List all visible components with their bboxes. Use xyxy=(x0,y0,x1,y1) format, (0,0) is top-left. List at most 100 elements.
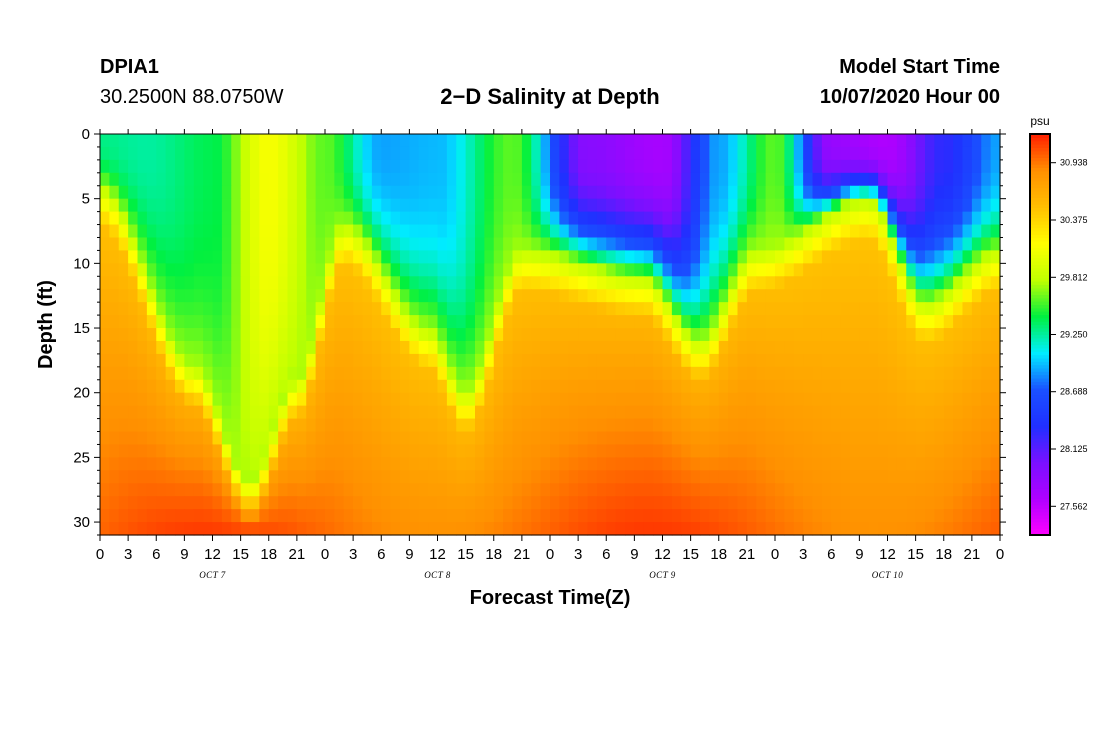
heatmap-cell xyxy=(643,237,654,252)
heatmap-cell xyxy=(456,509,467,523)
heatmap-cell xyxy=(962,405,973,420)
heatmap-cell xyxy=(625,211,635,226)
heatmap-cell xyxy=(550,431,560,446)
heatmap-cell xyxy=(812,198,823,213)
heatmap-cell xyxy=(240,198,251,213)
colorbar-segment xyxy=(1030,431,1050,436)
heatmap-cell xyxy=(109,250,120,264)
heatmap-cell xyxy=(221,418,232,433)
heatmap-cell xyxy=(268,496,279,510)
heatmap-cell xyxy=(915,328,926,342)
heatmap-cell xyxy=(962,418,973,433)
heatmap-cell xyxy=(662,159,673,174)
heatmap-cell xyxy=(718,211,729,226)
heatmap-cell xyxy=(100,366,110,381)
heatmap-cell xyxy=(896,250,907,264)
heatmap-cell xyxy=(662,353,673,368)
heatmap-cell xyxy=(484,457,495,471)
heatmap-cell xyxy=(128,237,139,252)
heatmap-cell xyxy=(653,405,664,420)
heatmap-cell xyxy=(803,315,814,329)
heatmap-cell xyxy=(578,315,589,329)
heatmap-cell xyxy=(896,159,907,174)
heatmap-cell xyxy=(268,250,279,264)
heatmap-cell xyxy=(540,483,551,497)
heatmap-cell xyxy=(146,328,157,342)
heatmap-cell xyxy=(700,146,710,161)
heatmap-cell xyxy=(540,237,551,252)
heatmap-cell xyxy=(371,509,382,523)
heatmap-cell xyxy=(868,315,879,329)
heatmap-cell xyxy=(775,159,785,174)
heatmap-cell xyxy=(231,444,242,458)
heatmap-cell xyxy=(868,276,879,290)
heatmap-cell xyxy=(653,146,664,161)
heatmap-cell xyxy=(184,276,195,290)
heatmap-cell xyxy=(634,224,645,239)
heatmap-cell xyxy=(156,172,167,187)
heatmap-cell xyxy=(521,289,532,303)
heatmap-cell xyxy=(428,366,439,381)
heatmap-cell xyxy=(306,496,317,510)
colorbar-segment xyxy=(1030,301,1050,306)
heatmap-cell xyxy=(231,418,242,433)
heatmap-cell xyxy=(118,392,129,407)
heatmap-cell xyxy=(943,379,954,394)
heatmap-cell xyxy=(793,340,804,355)
heatmap-cell xyxy=(606,146,617,161)
heatmap-cell xyxy=(803,496,814,510)
heatmap-cell xyxy=(840,340,851,355)
heatmap-cell xyxy=(475,444,485,458)
heatmap-cell xyxy=(512,198,523,213)
heatmap-cell xyxy=(746,366,757,381)
heatmap-cell xyxy=(953,302,964,316)
heatmap-cell xyxy=(550,159,560,174)
heatmap-cell xyxy=(634,185,645,200)
heatmap-cell xyxy=(231,134,242,148)
heatmap-cell xyxy=(606,302,617,316)
heatmap-cell xyxy=(550,198,560,213)
heatmap-cell xyxy=(925,392,935,407)
heatmap-cell xyxy=(662,250,673,264)
heatmap-cell xyxy=(737,379,748,394)
heatmap-cell xyxy=(156,289,167,303)
heatmap-cell xyxy=(343,328,354,342)
heatmap-cell xyxy=(868,250,879,264)
heatmap-cell xyxy=(981,470,992,484)
heatmap-cell xyxy=(550,379,560,394)
heatmap-cell xyxy=(278,353,289,368)
heatmap-cell xyxy=(409,134,420,148)
colorbar-segment xyxy=(1030,204,1050,209)
heatmap-cell xyxy=(146,302,157,316)
y-tick-label: 15 xyxy=(73,320,90,337)
heatmap-cell xyxy=(653,392,664,407)
heatmap-cell xyxy=(521,134,532,148)
heatmap-cell xyxy=(184,185,195,200)
heatmap-cell xyxy=(568,172,579,187)
heatmap-cell xyxy=(306,224,317,239)
heatmap-cell xyxy=(465,392,476,407)
heatmap-cell xyxy=(175,379,185,394)
heatmap-cell xyxy=(578,483,589,497)
heatmap-cell xyxy=(596,159,607,174)
heatmap-cell xyxy=(671,418,682,433)
heatmap-cell xyxy=(268,134,279,148)
heatmap-cell xyxy=(521,496,532,510)
heatmap-cell xyxy=(409,146,420,161)
heatmap-cell xyxy=(775,483,785,497)
heatmap-cell xyxy=(662,263,673,277)
heatmap-cell xyxy=(634,470,645,484)
heatmap-cell xyxy=(334,496,345,510)
heatmap-cell xyxy=(465,134,476,148)
heatmap-cell xyxy=(878,276,889,290)
heatmap-cell xyxy=(709,185,720,200)
heatmap-cell xyxy=(287,509,298,523)
heatmap-cell xyxy=(334,146,345,161)
heatmap-cell xyxy=(259,198,270,213)
heatmap-cell xyxy=(671,328,682,342)
heatmap-cell xyxy=(718,418,729,433)
heatmap-cell xyxy=(662,276,673,290)
heatmap-cell xyxy=(859,250,870,264)
heatmap-cell xyxy=(765,522,776,536)
heatmap-cell xyxy=(165,185,176,200)
